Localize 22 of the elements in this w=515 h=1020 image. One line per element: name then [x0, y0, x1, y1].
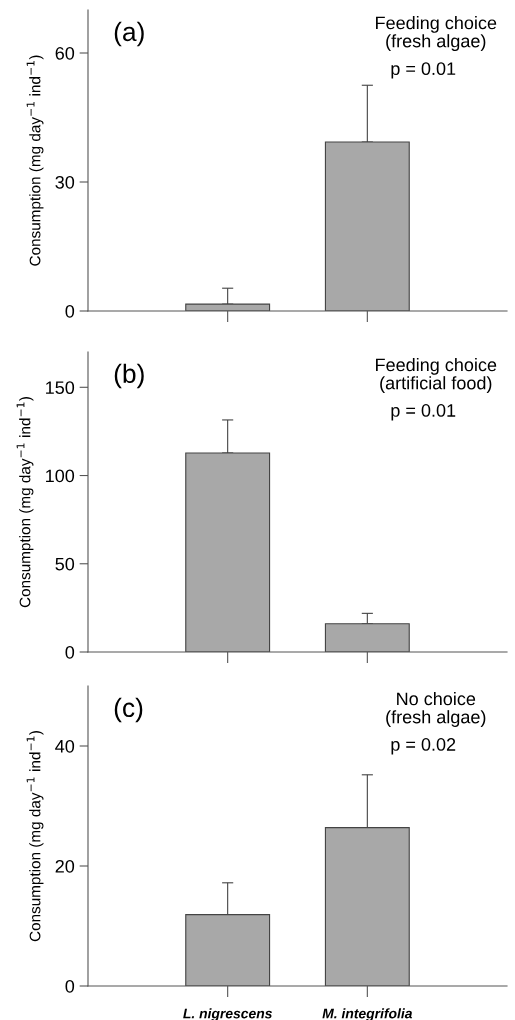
annotation: p = 0.01 [391, 62, 456, 79]
y-tick-label: 100 [46, 469, 75, 483]
annotation: Feeding choice (artificial food) [376, 358, 497, 393]
y-axis-title: Consumption (mg day$^{−1}$ ind$^{−1}$) [16, 397, 34, 608]
y-tick-label: 150 [46, 381, 75, 395]
annotation: p = 0.01 [391, 404, 456, 421]
y-axis-title: Consumption (mg day$^{−1}$ ind$^{−1}$) [26, 731, 44, 942]
y-tick-label: 60 [55, 46, 75, 60]
y-tick-label: 20 [55, 859, 75, 873]
y-axis-title: Consumption (mg day$^{−1}$ ind$^{−1}$) [26, 55, 44, 266]
y-tick-label: 0 [65, 979, 75, 993]
annotation: Feeding choice (fresh algae) [376, 16, 497, 51]
y-tick-label: 40 [55, 739, 75, 753]
y-tick-label: 30 [55, 175, 75, 189]
annotation: (b) [114, 363, 144, 389]
y-tick-label: 0 [65, 645, 75, 659]
annotation: p = 0.02 [391, 738, 456, 755]
annotation: (c) [114, 697, 143, 723]
y-tick-label: 0 [65, 304, 75, 318]
y-tick-label: 50 [55, 557, 75, 571]
annotation: (a) [114, 21, 144, 47]
annotation: No choice (fresh algae) [386, 692, 486, 727]
